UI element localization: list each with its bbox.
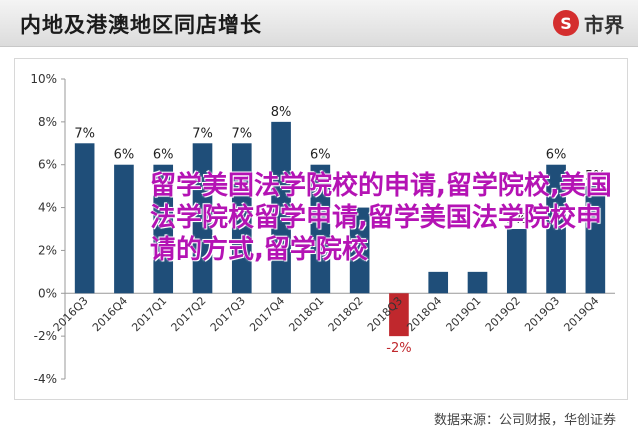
x-tick-label: 2019Q3 — [522, 294, 562, 334]
x-tick-label: 2019Q4 — [561, 294, 601, 334]
x-tick-label: 2018Q2 — [326, 294, 366, 334]
x-tick-label: 2017Q3 — [208, 294, 248, 334]
x-tick-label: 2017Q4 — [247, 294, 287, 334]
bar — [349, 207, 370, 294]
y-tick-label: 0% — [38, 286, 57, 300]
x-tick-label: 2017Q2 — [169, 294, 209, 334]
data-label: 7% — [74, 126, 95, 141]
data-label: 3% — [506, 212, 527, 227]
bar — [546, 164, 566, 294]
data-label: 5% — [585, 169, 606, 184]
bar — [428, 271, 449, 294]
bar-chart: -4%-2%0%2%4%6%8%10%7%2016Q36%2016Q46%201… — [30, 72, 615, 386]
data-label: 8% — [271, 105, 292, 120]
y-tick-label: 10% — [30, 72, 57, 86]
data-label: 6% — [153, 148, 174, 163]
bar — [153, 164, 174, 294]
data-label: 7% — [231, 126, 252, 141]
y-tick-label: -4% — [34, 372, 57, 386]
bar — [467, 271, 488, 294]
y-tick-label: 4% — [38, 201, 57, 215]
brand-logo: S 市界 — [553, 8, 624, 38]
bar — [271, 121, 291, 294]
x-tick-label: 2019Q1 — [444, 294, 484, 334]
bar — [231, 143, 252, 294]
page-title: 内地及港澳地区同店增长 — [20, 13, 262, 37]
data-label: -2% — [386, 341, 411, 356]
bar — [310, 164, 331, 294]
brand-icon: S — [553, 10, 579, 36]
chart-area: -4% -2% 0% 2% 4% 6% 8% 10% 7% 2016Q3 6% 2016Q4 6% 201… — [14, 58, 628, 400]
data-label: 6% — [546, 148, 567, 163]
data-label: 6% — [114, 148, 135, 163]
y-tick-label: 2% — [38, 243, 57, 257]
x-tick-label: 2018Q4 — [404, 294, 444, 334]
chart-header: 内地及港澳地区同店增长 S 市界 — [0, 0, 638, 47]
data-label: 6% — [310, 148, 331, 163]
y-tick-label: 8% — [38, 115, 57, 129]
x-tick-label: 2016Q4 — [90, 294, 130, 334]
brand-name: 市界 — [584, 12, 624, 37]
y-tick-label: -2% — [34, 329, 57, 343]
source-note: 数据来源：公司财报，华创证券 — [433, 413, 616, 428]
bar — [389, 293, 409, 337]
bar — [585, 186, 606, 294]
x-tick-label: 2019Q2 — [483, 294, 523, 334]
bar — [192, 143, 213, 294]
data-label: 7% — [192, 126, 213, 141]
x-tick-label: 2018Q1 — [286, 294, 326, 334]
x-tick-label: 2017Q1 — [129, 294, 169, 334]
bar — [74, 143, 95, 294]
bar — [114, 164, 134, 294]
bar — [506, 229, 527, 294]
y-tick-label: 6% — [38, 158, 57, 172]
